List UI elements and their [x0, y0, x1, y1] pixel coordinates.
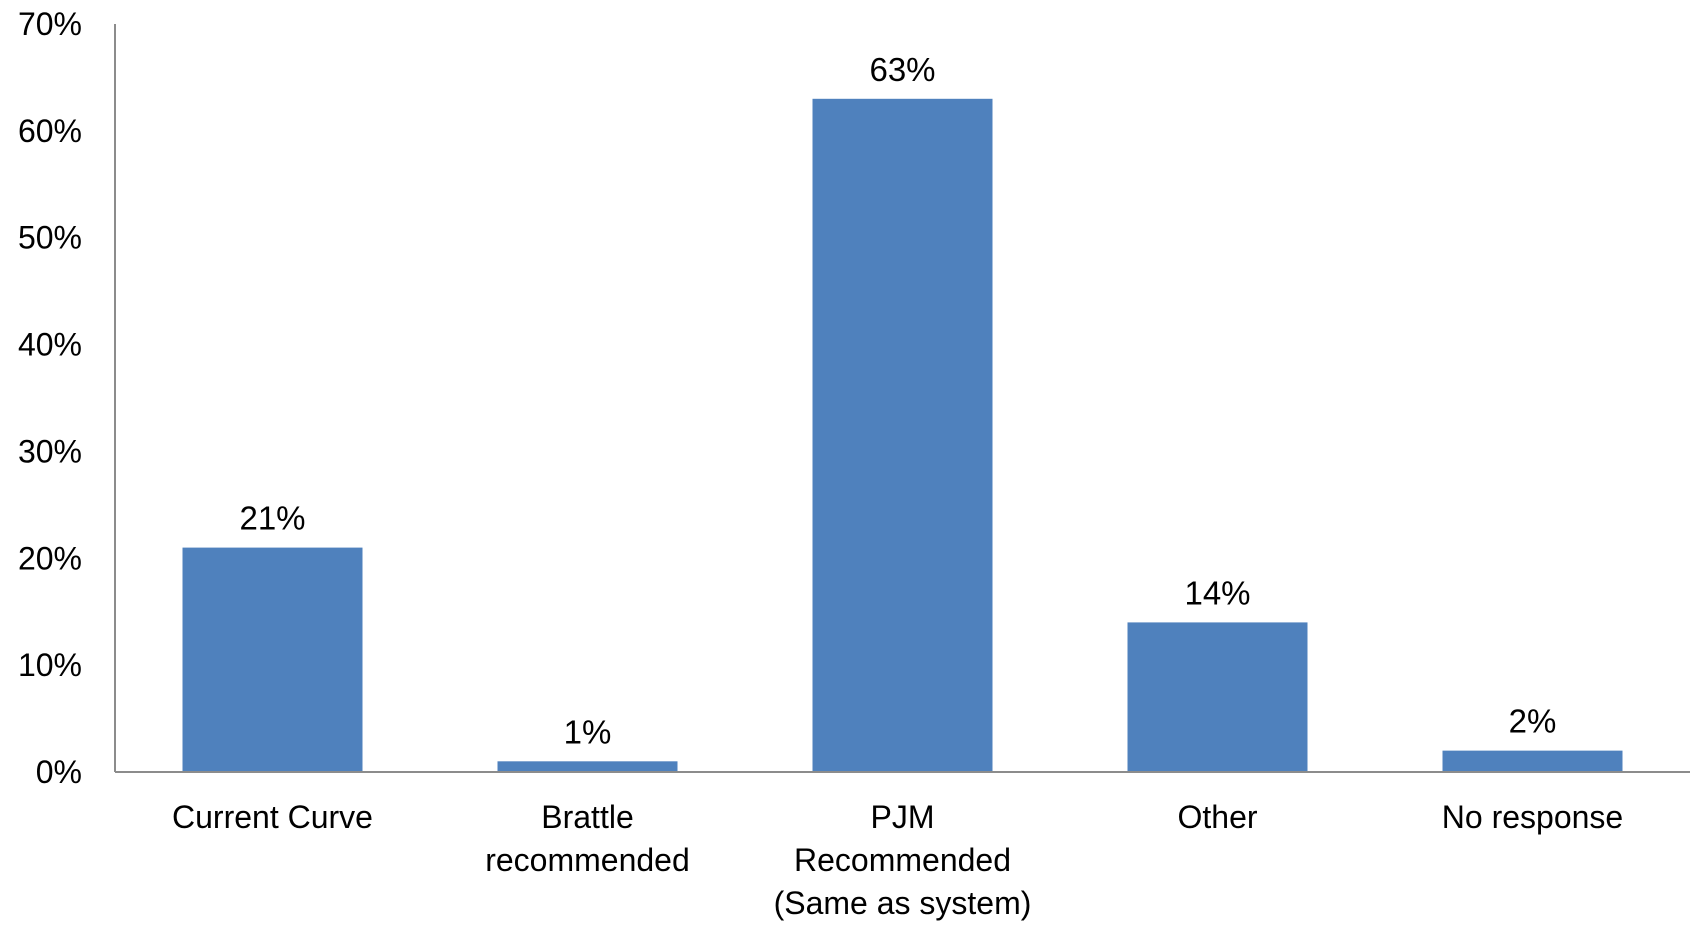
x-category-label: Other: [1177, 799, 1257, 835]
y-tick-label: 20%: [18, 540, 82, 576]
y-axis-tick-labels: 0% 10% 20% 30% 40% 50% 60% 70%: [18, 6, 82, 790]
data-label: 14%: [1184, 574, 1250, 611]
x-category-label: Current Curve: [172, 799, 373, 835]
x-category-label-line: (Same as system): [774, 885, 1032, 921]
x-category-label-line: Recommended: [794, 842, 1011, 878]
y-tick-label: 50%: [18, 220, 82, 256]
x-category-label-line: PJM: [871, 799, 935, 835]
y-tick-label: 70%: [18, 6, 82, 42]
x-category-label-line: recommended: [485, 842, 690, 878]
y-tick-label: 30%: [18, 433, 82, 469]
x-category-label-line: Other: [1177, 799, 1257, 835]
y-tick-label: 10%: [18, 647, 82, 683]
bar: [182, 547, 363, 772]
bar: [497, 761, 678, 772]
data-label: 63%: [869, 51, 935, 88]
x-axis-category-labels: Current Curve Brattle recommended PJM Recomm…: [172, 799, 1623, 921]
bars: [182, 98, 1623, 773]
bar: [1442, 750, 1623, 772]
data-label: 1%: [564, 713, 612, 750]
bar: [812, 98, 993, 773]
bar: [1127, 622, 1308, 772]
x-category-label: Brattle recommended: [485, 799, 690, 878]
y-tick-label: 0%: [36, 754, 82, 790]
x-category-label-line: Current Curve: [172, 799, 373, 835]
x-category-label: PJM Recommended (Same as system): [774, 799, 1032, 921]
data-label: 21%: [239, 500, 305, 537]
y-tick-label: 40%: [18, 327, 82, 363]
x-category-label-line: No response: [1442, 799, 1623, 835]
data-label: 2%: [1509, 703, 1557, 740]
data-labels: 21% 1% 63% 14% 2%: [239, 51, 1556, 751]
y-tick-label: 60%: [18, 113, 82, 149]
x-category-label: No response: [1442, 799, 1623, 835]
x-category-label-line: Brattle: [541, 799, 633, 835]
